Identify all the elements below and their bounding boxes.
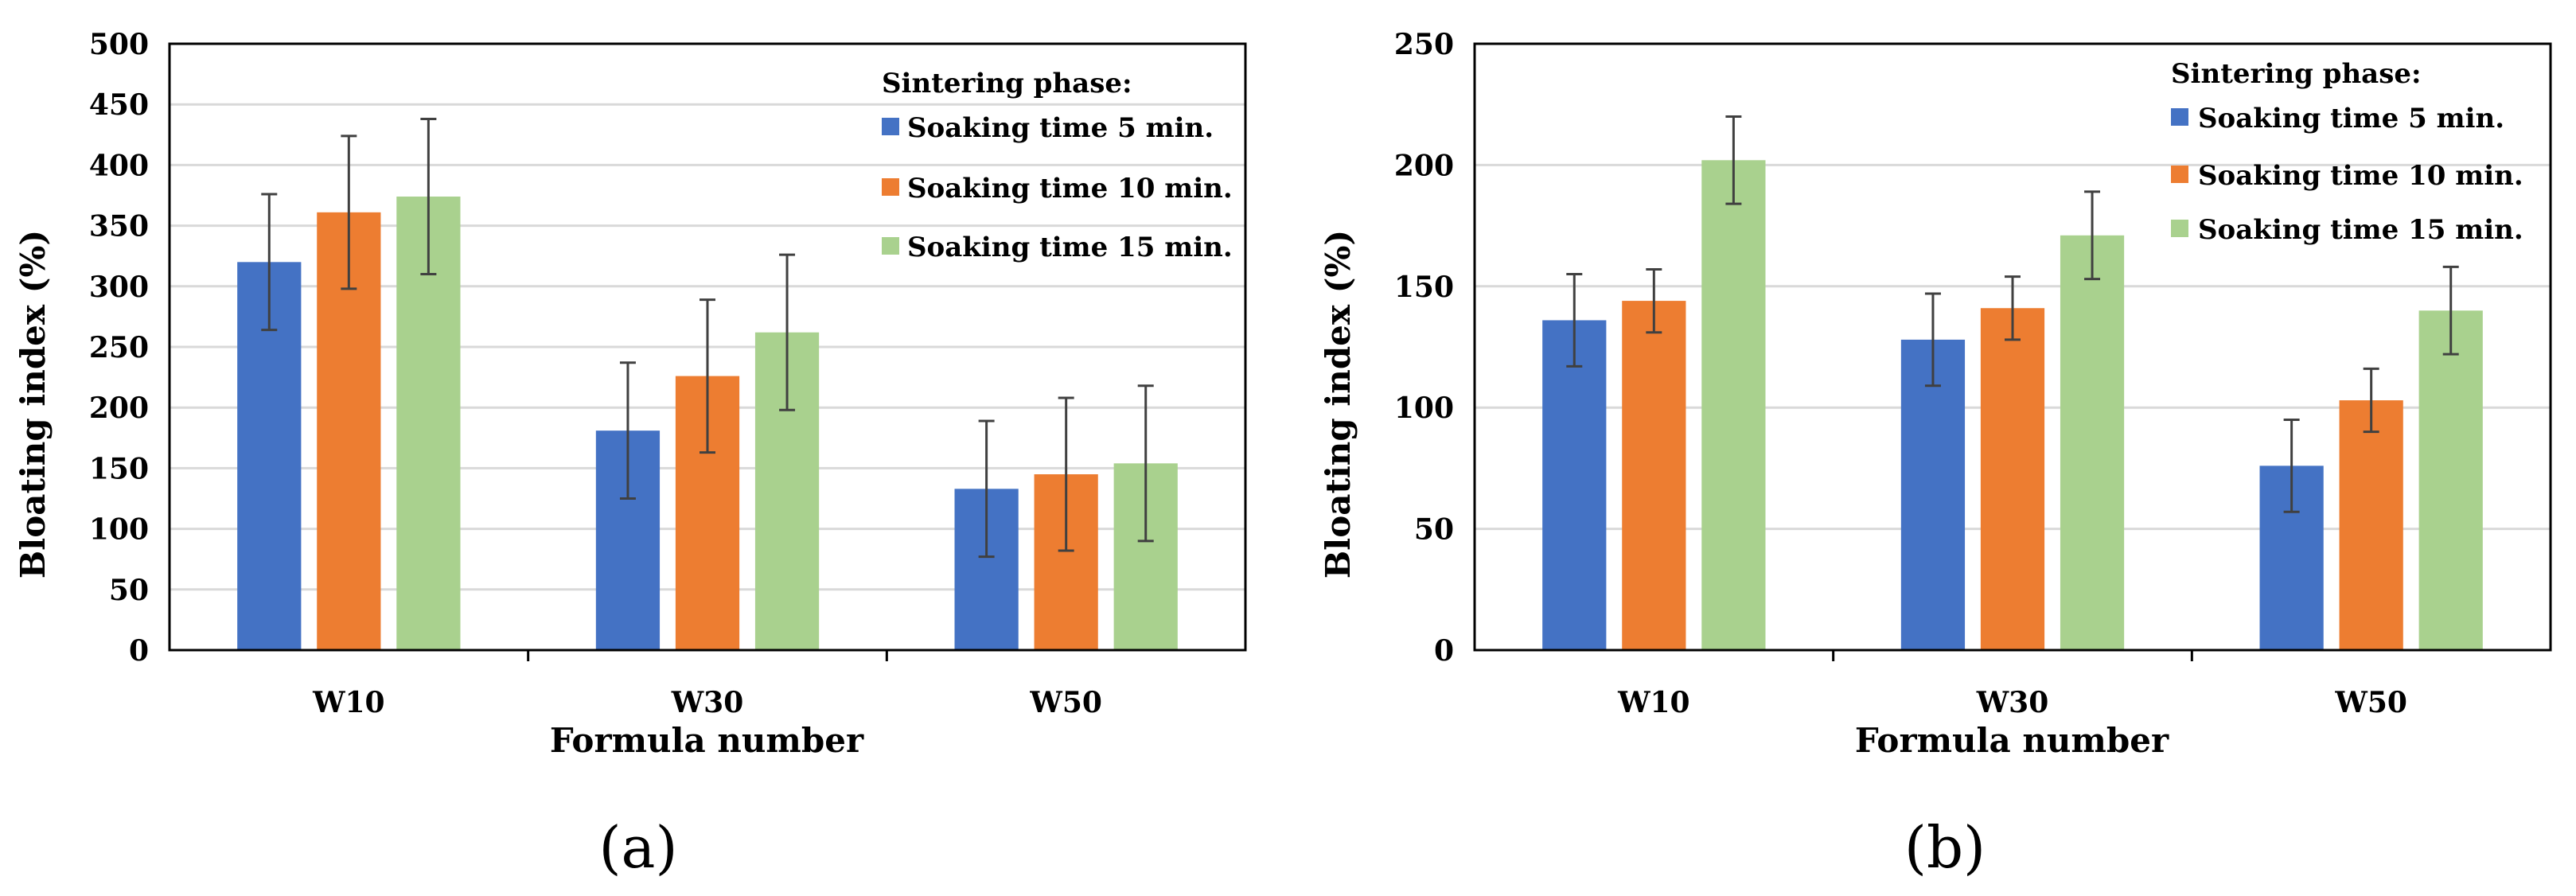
error-bar-a-w50-s1 bbox=[1058, 396, 1074, 552]
bar-b-w30-s1 bbox=[1980, 308, 2045, 650]
y-tick-label-a-1: 50 bbox=[109, 574, 149, 607]
y-tick-label-a-3: 150 bbox=[89, 452, 149, 485]
y-tick-label-b-4: 200 bbox=[1394, 149, 1454, 182]
legend-b: Sintering phase: Soaking time 5 min. Soa… bbox=[2171, 58, 2523, 246]
error-bar-b-w30-s0 bbox=[1924, 292, 1941, 388]
legend-label-b-1: Soaking time 10 min. bbox=[2198, 160, 2523, 192]
y-tick-label-a-2: 100 bbox=[89, 513, 149, 547]
legend-swatch-a-0 bbox=[882, 118, 899, 135]
error-bar-b-w10-s1 bbox=[1646, 267, 1662, 334]
bar-b-w10-s1 bbox=[1622, 301, 1686, 650]
legend-swatch-b-1 bbox=[2171, 166, 2188, 183]
error-bar-b-w10-s2 bbox=[1725, 115, 1742, 205]
error-bar-a-w10-s2 bbox=[420, 117, 437, 276]
legend-title-a: Sintering phase: bbox=[882, 68, 1132, 99]
y-tick-label-a-0: 0 bbox=[129, 634, 149, 668]
y-tick-label-b-2: 100 bbox=[1394, 392, 1454, 425]
panel-label-a: (a) bbox=[598, 814, 677, 881]
x-tick-label-a-0: W10 bbox=[312, 686, 385, 719]
legend-label-b-2: Soaking time 15 min. bbox=[2198, 214, 2523, 246]
x-axis-title-a: Formula number bbox=[550, 721, 864, 760]
y-tick-label-a-9: 450 bbox=[89, 88, 149, 122]
legend-swatch-b-2 bbox=[2171, 220, 2188, 237]
y-tick-label-a-6: 300 bbox=[89, 271, 149, 304]
y-tick-label-a-10: 500 bbox=[89, 28, 149, 61]
y-tick-label-a-5: 250 bbox=[89, 331, 149, 364]
error-bar-a-w30-s0 bbox=[619, 361, 636, 500]
bar-b-w30-s0 bbox=[1900, 339, 1966, 650]
y-axis-title-a: Bloating index (%) bbox=[14, 230, 53, 579]
error-bar-a-w30-s2 bbox=[779, 253, 796, 411]
legend-swatch-a-2 bbox=[882, 237, 899, 255]
error-bar-a-w50-s2 bbox=[1137, 384, 1154, 543]
error-bar-b-w50-s2 bbox=[2442, 265, 2459, 356]
x-tick-label-a-2: W50 bbox=[1029, 686, 1102, 719]
error-bar-b-w50-s0 bbox=[2283, 418, 2300, 513]
y-tick-label-b-1: 50 bbox=[1414, 513, 1454, 547]
error-bar-b-w30-s1 bbox=[2005, 275, 2021, 341]
legend-title-b: Sintering phase: bbox=[2171, 58, 2422, 90]
bar-b-w30-s2 bbox=[2060, 235, 2125, 650]
error-bar-a-w10-s0 bbox=[261, 193, 278, 332]
x-tick-label-b-1: W30 bbox=[1976, 686, 2049, 719]
bar-b-w50-s1 bbox=[2339, 400, 2403, 650]
y-tick-label-b-0: 0 bbox=[1434, 634, 1454, 668]
legend-label-a-0: Soaking time 5 min. bbox=[907, 112, 1214, 144]
x-tick-label-b-2: W50 bbox=[2334, 686, 2407, 719]
bar-b-w10-s0 bbox=[1542, 320, 1607, 650]
legend-label-a-2: Soaking time 15 min. bbox=[907, 232, 1233, 263]
error-bar-b-w10-s0 bbox=[1566, 273, 1583, 368]
error-bar-b-w50-s1 bbox=[2363, 367, 2379, 434]
x-tick-label-b-0: W10 bbox=[1617, 686, 1690, 719]
plot-frame-a bbox=[168, 42, 1247, 652]
y-tick-label-a-4: 200 bbox=[89, 392, 149, 425]
y-tick-label-b-3: 150 bbox=[1394, 271, 1454, 304]
bar-b-w50-s2 bbox=[2418, 310, 2483, 650]
error-bar-a-w30-s1 bbox=[700, 298, 715, 454]
x-axis-title-b: Formula number bbox=[1855, 721, 2169, 760]
plot-frame-b bbox=[1473, 42, 2552, 652]
error-bar-b-w30-s2 bbox=[2084, 190, 2101, 281]
error-bar-a-w50-s0 bbox=[978, 419, 995, 559]
y-tick-label-a-8: 400 bbox=[89, 149, 149, 182]
error-bar-a-w10-s1 bbox=[341, 134, 357, 290]
y-axis-title-b: Bloating index (%) bbox=[1319, 230, 1358, 579]
y-tick-label-b-5: 250 bbox=[1394, 28, 1454, 61]
x-tick-label-a-1: W30 bbox=[671, 686, 744, 719]
bar-b-w10-s2 bbox=[1701, 160, 1766, 650]
legend-label-b-0: Soaking time 5 min. bbox=[2198, 103, 2504, 134]
legend-swatch-a-1 bbox=[882, 178, 899, 196]
legend-swatch-b-0 bbox=[2171, 108, 2188, 126]
legend-a: Sintering phase: Soaking time 5 min. Soa… bbox=[882, 68, 1233, 263]
y-tick-label-a-7: 350 bbox=[89, 210, 149, 243]
panel-label-b: (b) bbox=[1904, 814, 1986, 881]
legend-label-a-1: Soaking time 10 min. bbox=[907, 173, 1233, 205]
